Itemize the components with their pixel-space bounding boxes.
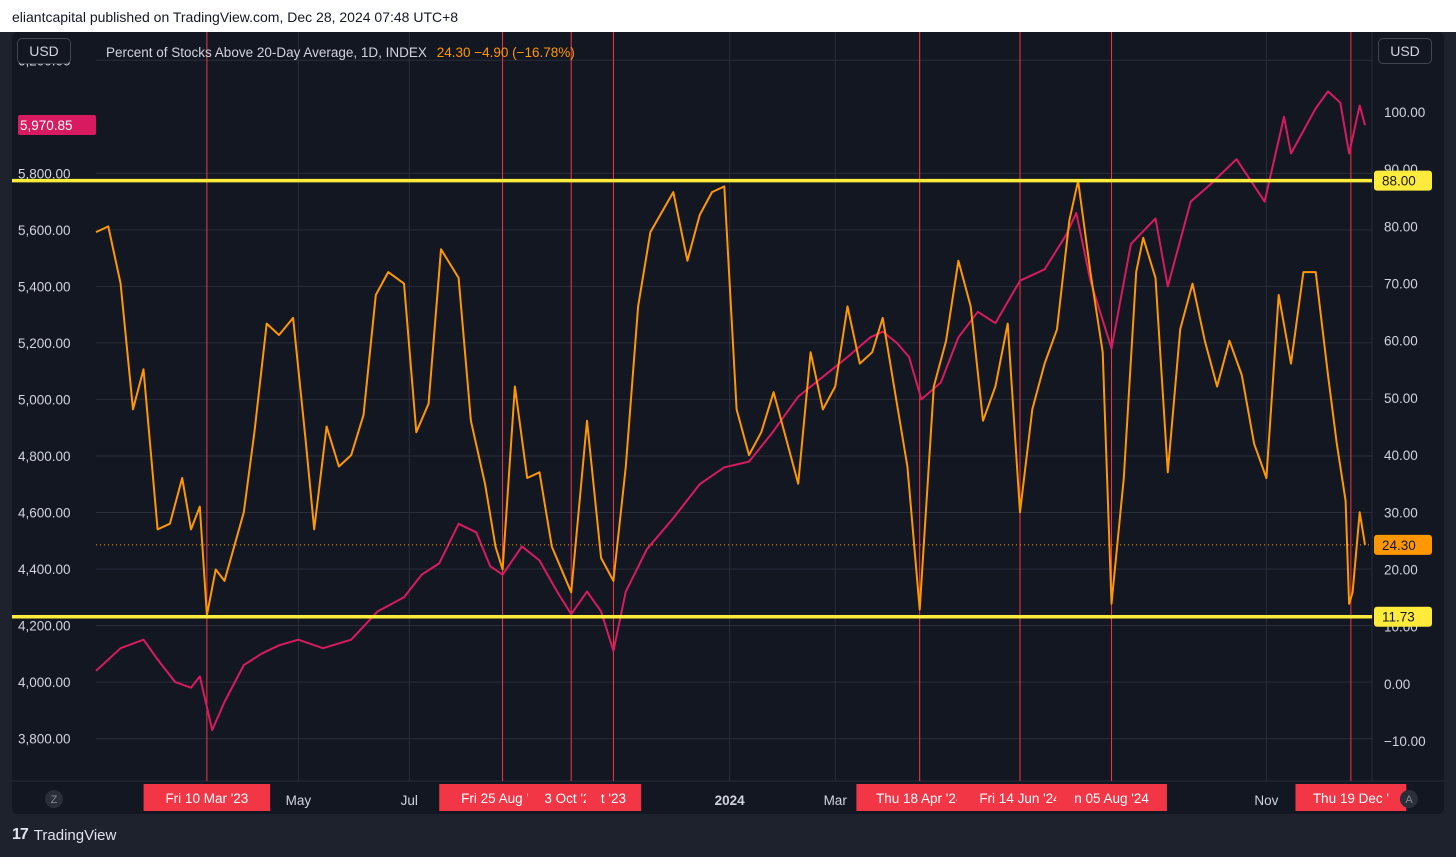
price-chart-svg[interactable]: 6,200.005,800.005,600.005,400.005,200.00… xyxy=(12,32,1444,814)
marker-date-label-text: Thu 18 Apr '24 xyxy=(876,791,964,806)
current-value-label: 24.30 xyxy=(1382,538,1416,553)
left-axis-tick-label: 3,800.00 xyxy=(18,732,71,747)
left-axis-tick-label: 4,600.00 xyxy=(18,505,71,520)
auto-scale-a-label: A xyxy=(1405,794,1413,806)
currency-button-left[interactable]: USD xyxy=(17,38,71,64)
left-axis-tick-label: 5,800.00 xyxy=(18,166,71,181)
left-axis-tick-label: 5,200.00 xyxy=(18,336,71,351)
zoom-z-label: Z xyxy=(51,794,58,806)
left-axis-tick-label: 4,200.00 xyxy=(18,619,71,634)
currency-button-right[interactable]: USD xyxy=(1378,38,1432,64)
x-axis-tick-label: May xyxy=(286,793,312,808)
left-axis-tick-label: 4,000.00 xyxy=(18,675,71,690)
marker-date-label: Fri 10 Mar '23 xyxy=(143,784,271,811)
x-axis-tick-label: Jul xyxy=(401,793,418,808)
right-axis-tick-label: −10.00 xyxy=(1384,734,1426,749)
left-axis-tick-label: 4,800.00 xyxy=(18,449,71,464)
threshold-label-bg xyxy=(1374,606,1432,627)
marker-date-label-text: Fri 25 Aug '23 xyxy=(461,791,544,806)
x-axis-tick-label: 2024 xyxy=(715,793,746,808)
publish-banner-text: eliantcapital published on TradingView.c… xyxy=(12,9,459,25)
breadth-line xyxy=(95,179,1366,617)
right-axis-tick-label: 80.00 xyxy=(1384,219,1418,234)
x-axis-tick-label: Nov xyxy=(1254,793,1278,808)
marker-date-label-text: n 05 Aug '24 xyxy=(1074,791,1149,806)
marker-date-label-bg xyxy=(1295,784,1407,811)
price-label-bg xyxy=(18,115,96,136)
left-axis-tick-label: 5,600.00 xyxy=(18,223,71,238)
marker-date-label: t '23 xyxy=(585,784,642,811)
tradingview-logo-icon: 17 xyxy=(12,826,29,843)
left-axis-tick-label: 5,000.00 xyxy=(18,392,71,407)
zoom-z-button[interactable] xyxy=(45,790,63,808)
marker-date-label-text: Fri 10 Mar '23 xyxy=(165,791,248,806)
marker-date-label-text: t '23 xyxy=(601,791,626,806)
marker-date-label-bg xyxy=(143,784,271,811)
marker-date-label-bg xyxy=(585,784,642,811)
tradingview-logo-text: TradingView xyxy=(33,826,117,844)
marker-date-label-text: 3 Oct '23 xyxy=(544,791,598,806)
chart-panel[interactable]: 6,200.005,800.005,600.005,400.005,200.00… xyxy=(12,32,1444,814)
legend-title: Percent of Stocks Above 20-Day Average, … xyxy=(106,45,427,60)
right-axis-tick-label: 20.00 xyxy=(1384,562,1418,577)
right-axis-tick-label: 30.00 xyxy=(1384,505,1418,520)
right-axis-tick-label: 0.00 xyxy=(1384,677,1410,692)
right-axis-tick-label: 70.00 xyxy=(1384,277,1418,292)
x-axis-tick-label: Mar xyxy=(824,793,848,808)
right-axis-tick-label: 60.00 xyxy=(1384,334,1418,349)
tradingview-logo[interactable]: 17 TradingView xyxy=(12,826,116,844)
threshold-label-bg xyxy=(1374,170,1432,191)
right-axis-tick-label: 40.00 xyxy=(1384,448,1418,463)
threshold-label: 11.73 xyxy=(1382,610,1415,625)
auto-scale-a-button[interactable] xyxy=(1400,790,1418,808)
right-axis-tick-label: 100.00 xyxy=(1384,105,1425,120)
marker-date-label: n 05 Aug '24 xyxy=(1056,784,1167,811)
left-axis-tick-label: 5,400.00 xyxy=(18,279,71,294)
price-label: 5,970.85 xyxy=(20,118,73,133)
marker-date-label-text: Thu 19 Dec ' xyxy=(1313,791,1389,806)
threshold-label: 88.00 xyxy=(1382,174,1416,189)
current-value-label-bg xyxy=(1374,534,1432,555)
left-axis-tick-label: 4,400.00 xyxy=(18,562,71,577)
index-price-line xyxy=(95,90,1366,732)
footer-bar xyxy=(0,815,1456,857)
marker-date-label: Thu 19 Dec ' xyxy=(1295,784,1407,811)
right-axis-tick-label: 50.00 xyxy=(1384,391,1418,406)
series-legend[interactable]: Percent of Stocks Above 20-Day Average, … xyxy=(106,45,575,60)
marker-date-label-text: Fri 14 Jun '24 xyxy=(979,791,1061,806)
marker-date-label-bg xyxy=(1056,784,1167,811)
legend-values: 24.30 −4.90 (−16.78%) xyxy=(436,45,575,60)
publish-banner: eliantcapital published on TradingView.c… xyxy=(0,0,1456,32)
